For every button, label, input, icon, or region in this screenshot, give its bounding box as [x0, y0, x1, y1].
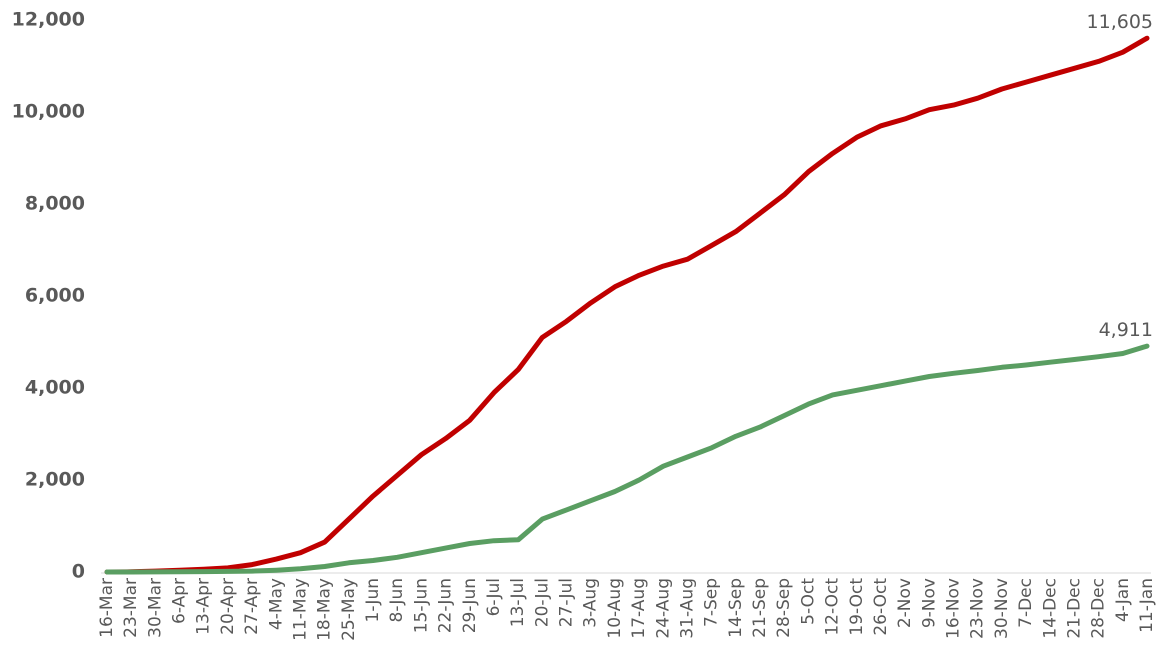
y-tick-label: 2,000 — [25, 469, 85, 491]
x-tick-label: 19-Oct — [847, 578, 867, 636]
x-tick-label: 3-Aug — [581, 578, 601, 628]
y-tick-label: 8,000 — [25, 193, 85, 215]
x-tick-label: 28-Dec — [1089, 578, 1109, 639]
y-tick-label: 0 — [72, 561, 85, 583]
x-tick-label: 14-Sep — [726, 578, 746, 638]
x-tick-label: 4-Jan — [1113, 578, 1133, 622]
x-tick-label: 4-May — [266, 578, 286, 630]
x-tick-label: 12-Oct — [823, 578, 843, 636]
x-tick-label: 7-Dec — [1016, 578, 1036, 628]
x-tick-label: 10-Aug — [605, 578, 625, 639]
x-tick-label: 5-Oct — [798, 578, 818, 625]
x-tick-label: 2-Nov — [895, 578, 915, 628]
y-tick-label: 12,000 — [12, 9, 85, 31]
x-tick-label: 30-Mar — [145, 578, 165, 638]
y-tick-label: 10,000 — [12, 101, 85, 123]
series-line — [104, 35, 1150, 575]
x-tick-label: 20-Jul — [532, 578, 552, 627]
x-tick-label: 26-Oct — [871, 578, 891, 636]
x-tick-label: 21-Dec — [1064, 578, 1084, 639]
x-tick-label: 11-Jan — [1137, 578, 1157, 633]
x-tick-label: 17-Aug — [629, 578, 649, 639]
y-tick-label: 6,000 — [25, 285, 85, 307]
x-tick-label: 23-Nov — [968, 578, 988, 639]
value-label: 11,605 — [1087, 11, 1153, 33]
x-tick-label: 28-Sep — [774, 578, 794, 638]
x-tick-label: 13-Apr — [194, 578, 214, 635]
x-tick-label: 21-Sep — [750, 578, 770, 638]
x-tick-label: 31-Aug — [677, 578, 697, 639]
x-tick-label: 9-Nov — [919, 578, 939, 628]
x-tick-label: 27-Apr — [242, 578, 262, 635]
x-tick-label: 23-Mar — [121, 578, 141, 638]
x-tick-label: 14-Dec — [1040, 578, 1060, 639]
x-tick-label: 20-Apr — [218, 578, 238, 635]
x-tick-label: 27-Jul — [557, 578, 577, 627]
x-tick-label: 1-Jun — [363, 578, 383, 622]
value-label: 4,911 — [1099, 319, 1153, 341]
x-tick-label: 6-Apr — [170, 578, 190, 624]
x-tick-label: 25-May — [339, 578, 359, 641]
x-tick-label: 30-Nov — [992, 578, 1012, 639]
x-tick-label: 6-Jul — [484, 578, 504, 616]
x-tick-label: 16-Mar — [97, 578, 117, 638]
x-tick-label: 11-May — [290, 578, 310, 641]
x-tick-label: 15-Jun — [411, 578, 431, 633]
x-tick-label: 22-Jun — [436, 578, 456, 633]
x-tick-label: 13-Jul — [508, 578, 528, 627]
x-tick-label: 16-Nov — [944, 578, 964, 639]
x-tick-label: 29-Jun — [460, 578, 480, 633]
x-tick-label: 18-May — [315, 578, 335, 641]
x-tick-label: 8-Jun — [387, 578, 407, 622]
x-tick-label: 7-Sep — [702, 578, 722, 627]
y-tick-label: 4,000 — [25, 377, 85, 399]
x-tick-label: 24-Aug — [653, 578, 673, 639]
series-line — [104, 343, 1150, 575]
